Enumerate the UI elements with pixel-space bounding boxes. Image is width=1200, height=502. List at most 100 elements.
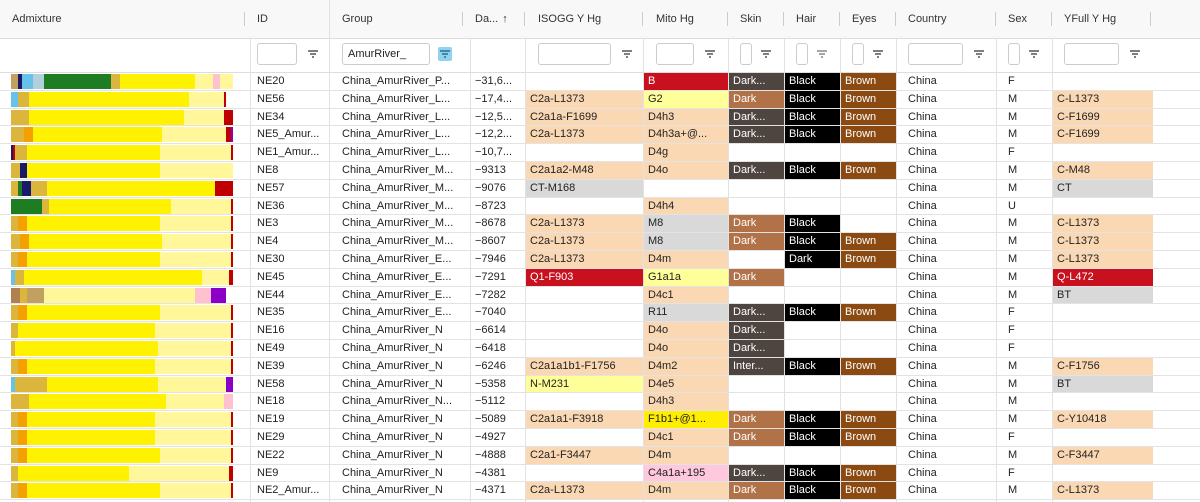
date-cell[interactable]: −17,4... <box>475 92 513 105</box>
date-cell[interactable]: −8678 <box>475 217 506 230</box>
skin-cell[interactable] <box>729 287 784 304</box>
mito-hg-cell[interactable]: D4g <box>644 144 728 161</box>
id-cell[interactable]: NE29 <box>257 431 285 443</box>
hair-cell[interactable] <box>785 393 840 410</box>
yfull-hg-cell[interactable] <box>1053 465 1153 482</box>
filter-icon[interactable] <box>620 47 634 61</box>
id-cell[interactable]: NE3 <box>257 217 279 230</box>
mito-hg-cell[interactable] <box>644 180 728 197</box>
sex-cell[interactable]: F <box>1008 75 1015 87</box>
group-cell[interactable]: China_AmurRiver_N <box>342 466 443 479</box>
group-cell[interactable]: China_AmurRiver_N <box>342 377 443 390</box>
table-row[interactable]: NE56 China_AmurRiver_L... −17,4... C2a-L137… <box>0 90 1200 109</box>
yfull-hg-cell[interactable]: C-L1373 <box>1053 90 1153 108</box>
country-cell[interactable]: China <box>908 110 937 123</box>
col-header-isogg[interactable]: ISOGG Y Hg <box>538 0 601 38</box>
date-cell[interactable]: −9076 <box>475 181 506 194</box>
isogg-hg-cell[interactable]: CT-M168 <box>526 179 643 197</box>
eyes-cell[interactable]: Brown <box>841 73 896 90</box>
date-cell[interactable]: −4888 <box>475 448 506 461</box>
skin-cell[interactable]: Dark... <box>729 108 784 126</box>
skin-filter-input[interactable] <box>740 43 752 65</box>
yfull-hg-cell[interactable]: C-L1373 <box>1053 215 1153 233</box>
group-cell[interactable]: China_AmurRiver_E... <box>342 288 452 301</box>
date-cell[interactable]: −6418 <box>475 342 506 354</box>
country-cell[interactable]: China <box>908 270 937 283</box>
id-cell[interactable]: NE1_Amur... <box>257 146 320 159</box>
table-row[interactable]: NE2_Amur... China_AmurRiver_N −4371 C2a-L13… <box>0 482 1200 501</box>
mito-hg-cell[interactable]: B <box>644 73 728 90</box>
country-cell[interactable]: China <box>908 466 937 479</box>
hair-cell[interactable] <box>785 322 840 339</box>
date-cell[interactable]: −9313 <box>475 164 506 176</box>
hair-cell[interactable]: Black <box>785 90 840 108</box>
group-cell[interactable]: China_AmurRiver_N <box>342 484 443 497</box>
country-cell[interactable]: China <box>908 306 937 319</box>
date-cell[interactable]: −4927 <box>475 431 506 443</box>
eyes-cell[interactable] <box>841 144 896 161</box>
isogg-hg-cell[interactable] <box>526 322 643 339</box>
filter-icon[interactable] <box>703 47 717 61</box>
sex-cell[interactable]: M <box>1008 181 1018 194</box>
id-cell[interactable]: NE45 <box>257 270 285 283</box>
group-cell[interactable]: China_AmurRiver_N... <box>342 395 453 408</box>
hair-cell[interactable]: Black <box>785 215 840 233</box>
date-cell[interactable]: −4371 <box>475 484 506 497</box>
skin-cell[interactable]: Dark... <box>729 322 784 339</box>
sex-cell[interactable]: M <box>1008 270 1018 283</box>
mito-hg-cell[interactable]: F1b1+@1... <box>644 411 728 428</box>
eyes-cell[interactable] <box>841 322 896 339</box>
yfull-hg-cell[interactable]: C-M48 <box>1053 162 1153 179</box>
hair-cell[interactable] <box>785 198 840 215</box>
date-cell[interactable]: −5358 <box>475 377 506 390</box>
mito-hg-cell[interactable]: D4c1 <box>644 286 728 304</box>
table-row[interactable]: NE45 China_AmurRiver_E... −7291 Q1-F903 G1a1… <box>0 268 1200 287</box>
group-cell[interactable]: China_AmurRiver_M... <box>342 181 454 194</box>
country-cell[interactable]: China <box>908 235 937 248</box>
id-cell[interactable]: NE2_Amur... <box>257 484 320 497</box>
group-cell[interactable]: China_AmurRiver_N <box>342 431 443 443</box>
country-filter-input[interactable] <box>908 43 963 65</box>
skin-cell[interactable]: Dark... <box>729 73 784 90</box>
country-cell[interactable]: China <box>908 324 937 337</box>
mito-hg-cell[interactable]: G1a1a <box>644 268 728 286</box>
table-row[interactable]: NE16 China_AmurRiver_N −6614 D4o Dark... Chin… <box>0 322 1200 340</box>
yfull-hg-cell[interactable] <box>1053 304 1153 321</box>
isogg-hg-cell[interactable]: C2a1a2-M48 <box>526 162 643 179</box>
hair-cell[interactable]: Black <box>785 429 840 446</box>
skin-cell[interactable] <box>729 180 784 197</box>
group-cell[interactable]: China_AmurRiver_N <box>342 448 443 461</box>
filter-icon[interactable] <box>871 47 885 61</box>
sex-cell[interactable]: M <box>1008 377 1018 390</box>
filter-active-icon[interactable] <box>438 47 452 61</box>
hair-cell[interactable] <box>785 447 840 464</box>
hair-cell[interactable]: Black <box>785 233 840 250</box>
eyes-cell[interactable] <box>841 198 896 215</box>
group-cell[interactable]: China_AmurRiver_L... <box>342 128 451 141</box>
mito-hg-cell[interactable]: D4m2 <box>644 357 728 375</box>
country-cell[interactable]: China <box>908 288 937 301</box>
id-cell[interactable]: NE57 <box>257 181 285 194</box>
yfull-hg-cell[interactable]: C-F1699 <box>1053 126 1153 144</box>
yfull-hg-cell[interactable]: BT <box>1053 286 1153 304</box>
date-cell[interactable]: −6246 <box>475 359 506 372</box>
filter-icon[interactable] <box>815 47 829 61</box>
id-cell[interactable]: NE44 <box>257 288 285 301</box>
isogg-hg-cell[interactable]: C2a-L1373 <box>526 215 643 233</box>
hair-cell[interactable] <box>785 269 840 286</box>
isogg-hg-cell[interactable]: C2a-L1373 <box>526 482 643 500</box>
hair-cell[interactable] <box>785 180 840 197</box>
col-header-eyes[interactable]: Eyes <box>852 0 876 38</box>
mito-hg-cell[interactable]: M8 <box>644 233 728 250</box>
sex-cell[interactable]: U <box>1008 199 1016 212</box>
country-cell[interactable]: China <box>908 199 937 212</box>
hair-cell[interactable]: Black <box>785 357 840 375</box>
isogg-hg-cell[interactable]: C2a1a1-F3918 <box>526 411 643 428</box>
skin-cell[interactable]: Dark <box>729 233 784 250</box>
isogg-hg-cell[interactable]: C2a-L1373 <box>526 251 643 268</box>
date-cell[interactable]: −7040 <box>475 306 506 319</box>
yfull-hg-cell[interactable] <box>1053 198 1153 215</box>
country-cell[interactable]: China <box>908 359 937 372</box>
column-separator[interactable] <box>244 12 245 26</box>
column-separator[interactable] <box>642 12 643 26</box>
